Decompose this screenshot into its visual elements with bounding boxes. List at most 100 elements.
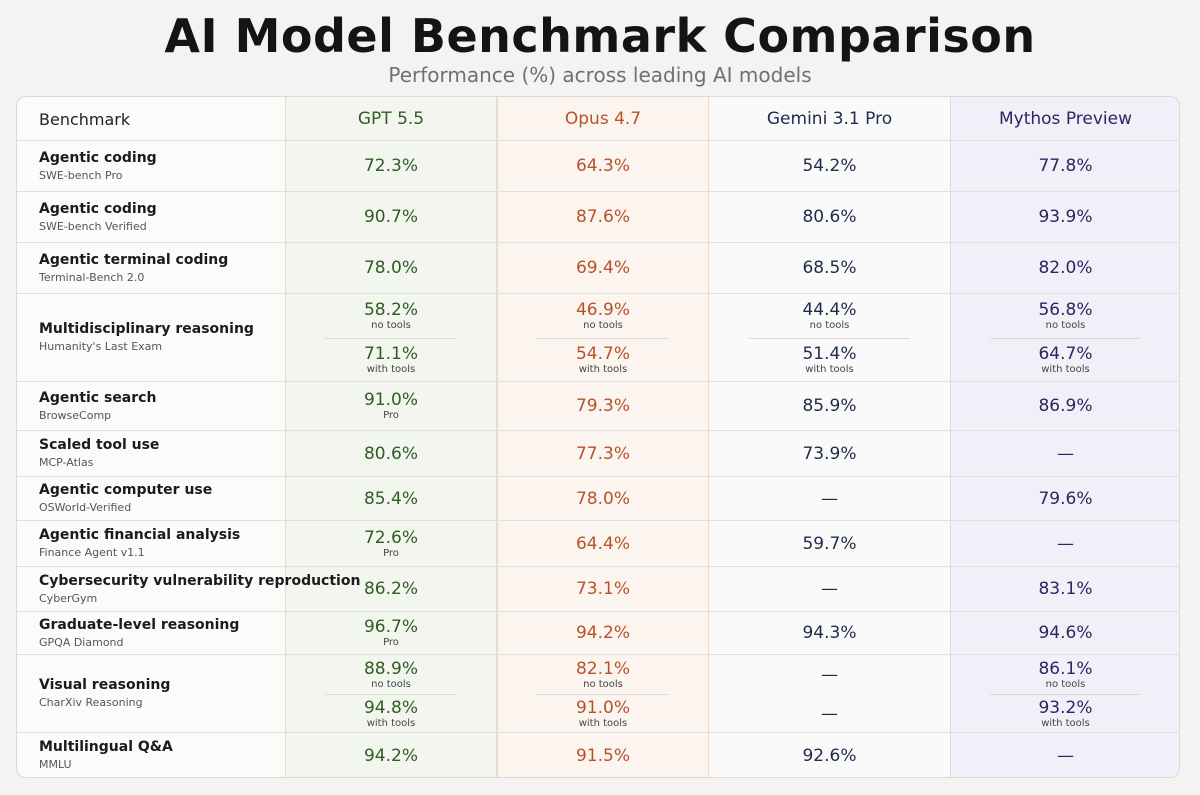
benchmark-name: Agentic terminal coding: [39, 251, 229, 268]
score-note: no tools: [371, 678, 411, 690]
score-note: with tools: [578, 717, 628, 729]
column-bg-opus: [497, 97, 709, 777]
score-cell-gemini: —: [709, 477, 950, 520]
table-row: Scaled tool use MCP-Atlas 80.6% 77.3% 73.9% —: [17, 431, 1179, 477]
table-row: Agentic coding SWE-bench Pro 72.3% 64.3% 54.…: [17, 141, 1179, 192]
table-row: Agentic computer use OSWorld-Verified 85.4…: [17, 477, 1179, 521]
score-cell-opus: 64.3%: [497, 141, 709, 191]
score-cell-mythos: 77.8%: [950, 141, 1179, 191]
score-pair-item: —: [709, 655, 950, 694]
score-value: 46.9%: [575, 300, 630, 320]
score-value: 94.8%: [363, 697, 418, 718]
score-value: 82.1%: [575, 658, 630, 679]
score-note: no tools: [583, 320, 623, 331]
score-value: 69.4%: [575, 258, 630, 278]
score-value: 80.6%: [363, 443, 418, 464]
score-note: with tools: [578, 364, 628, 375]
pair-divider: [537, 694, 669, 695]
score-pair-item: 46.9% no tools: [497, 294, 709, 338]
score-cell-gemini: 54.2%: [709, 141, 950, 191]
score-cell-mythos: 56.8% no tools 64.7% with tools: [950, 294, 1179, 381]
score-cell-gemini: 92.6%: [709, 733, 950, 777]
score-value: 85.4%: [363, 488, 418, 509]
score-note: with tools: [366, 364, 416, 375]
score-value: 94.3%: [802, 623, 857, 643]
score-cell-mythos: 86.1% no tools 93.2% with tools: [950, 655, 1179, 732]
table-header-row: Benchmark GPT 5.5 Opus 4.7 Gemini 3.1 Pr…: [17, 97, 1179, 141]
score-value: 54.7%: [575, 344, 630, 364]
score-value: 91.5%: [575, 745, 630, 766]
score-value: 90.7%: [363, 207, 418, 227]
score-value: 92.6%: [802, 745, 857, 766]
score-cell-gemini: 59.7%: [709, 521, 950, 566]
benchmark-source: MCP-Atlas: [39, 456, 94, 469]
column-header-opus: Opus 4.7: [564, 109, 642, 129]
score-value: —: [1057, 443, 1074, 464]
score-note: Pro: [383, 547, 399, 559]
score-note: no tools: [1045, 678, 1086, 690]
benchmark-name: Agentic coding: [39, 149, 157, 166]
benchmark-source: MMLU: [39, 757, 72, 771]
column-bg-gpt: [285, 97, 497, 777]
score-value: 71.1%: [363, 344, 418, 364]
score-cell-opus: 46.9% no tools 54.7% with tools: [497, 294, 709, 381]
score-cell-gemini: 80.6%: [709, 192, 950, 242]
score-value: —: [1057, 533, 1074, 554]
score-value: 56.8%: [1038, 300, 1093, 320]
score-value: 79.3%: [575, 396, 630, 416]
score-pair-item: 58.2% no tools: [285, 294, 497, 338]
score-cell-gpt: 96.7% Pro: [285, 612, 497, 654]
benchmark-table: Benchmark GPT 5.5 Opus 4.7 Gemini 3.1 Pr…: [16, 96, 1180, 778]
score-pair-item: 94.8% with tools: [285, 694, 497, 733]
score-cell-gpt: 72.6% Pro: [285, 521, 497, 566]
score-cell-gemini: 94.3%: [709, 612, 950, 654]
benchmark-source: Humanity's Last Exam: [39, 340, 163, 353]
benchmark-source: SWE-bench Pro: [39, 168, 123, 182]
score-pair-item: 54.7% with tools: [497, 338, 709, 382]
score-value: 91.0%: [363, 390, 418, 410]
score-value: 72.6%: [363, 527, 418, 548]
score-value: 51.4%: [802, 344, 857, 364]
score-cell-gpt: 72.3%: [285, 141, 497, 191]
table-row: Visual reasoning CharXiv Reasoning 88.9% no…: [17, 655, 1179, 733]
benchmark-name: Agentic computer use: [39, 482, 213, 498]
score-value: 85.9%: [802, 396, 857, 416]
score-note: with tools: [1041, 364, 1090, 375]
score-cell-gemini: — —: [709, 655, 950, 732]
score-pair-item: 44.4% no tools: [709, 294, 950, 338]
score-cell-mythos: 82.0%: [950, 243, 1179, 293]
benchmark-source: Terminal-Bench 2.0: [39, 270, 145, 284]
score-value: 54.2%: [802, 156, 857, 176]
score-value: 96.7%: [363, 617, 418, 637]
score-cell-gemini: —: [709, 567, 950, 611]
score-note: with tools: [366, 717, 416, 729]
score-cell-opus: 69.4%: [497, 243, 709, 293]
benchmark-name: Cybersecurity vulnerability reproduction: [39, 572, 361, 589]
column-header-gemini: Gemini 3.1 Pro: [766, 109, 893, 129]
score-value: 94.6%: [1038, 623, 1093, 643]
score-value: —: [821, 488, 838, 509]
score-note: with tools: [1041, 717, 1090, 729]
score-cell-gpt: 80.6%: [285, 431, 497, 476]
score-pair-item: 56.8% no tools: [950, 294, 1179, 338]
score-value: 83.1%: [1038, 579, 1093, 599]
benchmark-name: Multilingual Q&A: [39, 738, 173, 755]
score-value: —: [1057, 745, 1074, 766]
table-row: Agentic coding SWE-bench Verified 90.7% 87.…: [17, 192, 1179, 243]
page-title: AI Model Benchmark Comparison: [164, 9, 1036, 63]
table-row: Agentic search BrowseComp 91.0% Pro 79.3% 85.…: [17, 382, 1179, 431]
score-note: with tools: [805, 364, 854, 375]
benchmark-source: OSWorld-Verified: [39, 501, 132, 514]
column-bg-mythos: [950, 97, 1179, 777]
table-row: Cybersecurity vulnerability reproduction…: [17, 567, 1179, 612]
benchmark-name: Graduate-level reasoning: [39, 616, 240, 633]
table-row: Agentic financial analysis Finance Agent …: [17, 521, 1179, 567]
column-header-mythos: Mythos Preview: [998, 109, 1132, 129]
benchmark-name: Multidisciplinary reasoning: [39, 321, 254, 337]
score-cell-gpt: 58.2% no tools 71.1% with tools: [285, 294, 497, 381]
score-cell-gpt: 88.9% no tools 94.8% with tools: [285, 655, 497, 732]
score-cell-opus: 77.3%: [497, 431, 709, 476]
score-value: 44.4%: [802, 300, 857, 320]
pair-divider: [749, 338, 910, 339]
score-note: Pro: [383, 410, 399, 421]
